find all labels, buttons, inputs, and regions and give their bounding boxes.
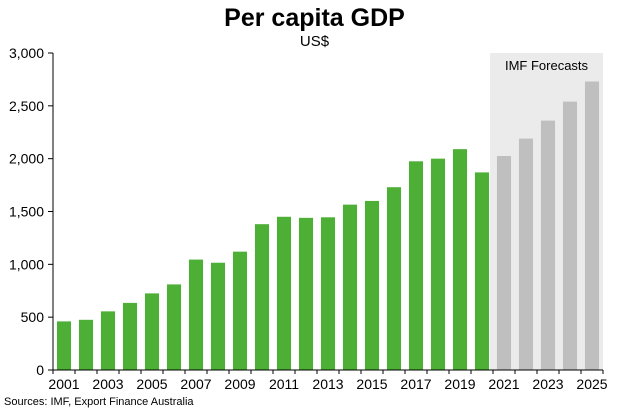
bar-2022 (518, 138, 534, 370)
x-tick-label: 2013 (312, 376, 343, 392)
bar-2018 (430, 158, 446, 370)
bar-2020 (474, 172, 490, 370)
bar-2015 (364, 200, 380, 370)
x-tick-label: 2003 (92, 376, 123, 392)
bar-2024 (562, 101, 578, 371)
x-tick-label: 2009 (224, 376, 255, 392)
bar-2007 (188, 259, 204, 370)
bar-2005 (144, 293, 160, 370)
bar-2008 (210, 262, 226, 370)
x-tick-label: 2023 (532, 376, 563, 392)
bar-2009 (232, 251, 248, 370)
bar-2006 (166, 284, 182, 370)
chart-title: Per capita GDP (224, 4, 405, 32)
y-tick-label: 500 (21, 309, 45, 325)
chart-source: Sources: IMF, Export Finance Australia (4, 396, 194, 408)
bar-2011 (276, 216, 292, 370)
x-tick-label: 2001 (48, 376, 79, 392)
bar-2001 (56, 321, 72, 370)
forecast-label: IMF Forecasts (505, 58, 589, 73)
chart-subtitle: US$ (299, 33, 330, 50)
x-tick-label: 2017 (400, 376, 431, 392)
bar-2003 (100, 311, 116, 370)
x-tick-label: 2005 (136, 376, 167, 392)
bar-2014 (342, 204, 358, 370)
x-tick-label: 2021 (488, 376, 519, 392)
bar-2012 (298, 217, 314, 370)
y-tick-label: 2,000 (9, 151, 44, 167)
x-tick-label: 2025 (576, 376, 607, 392)
bar-2023 (540, 120, 556, 370)
bar-2016 (386, 187, 402, 370)
bar-2004 (122, 302, 138, 370)
bar-2025 (584, 81, 600, 370)
y-tick-label: 2,500 (9, 98, 44, 114)
y-tick-label: 3,000 (9, 45, 44, 61)
bar-2017 (408, 161, 424, 370)
x-tick-label: 2007 (180, 376, 211, 392)
bar-2021 (496, 156, 512, 370)
x-tick-label: 2019 (444, 376, 475, 392)
x-tick-label: 2015 (356, 376, 387, 392)
y-tick-label: 0 (36, 362, 44, 378)
bar-2002 (78, 319, 94, 370)
bar-2019 (452, 149, 468, 370)
bar-2010 (254, 224, 270, 370)
y-tick-label: 1,000 (9, 256, 44, 272)
x-tick-label: 2011 (269, 376, 299, 392)
bar-2013 (320, 217, 336, 370)
y-tick-label: 1,500 (9, 204, 44, 220)
